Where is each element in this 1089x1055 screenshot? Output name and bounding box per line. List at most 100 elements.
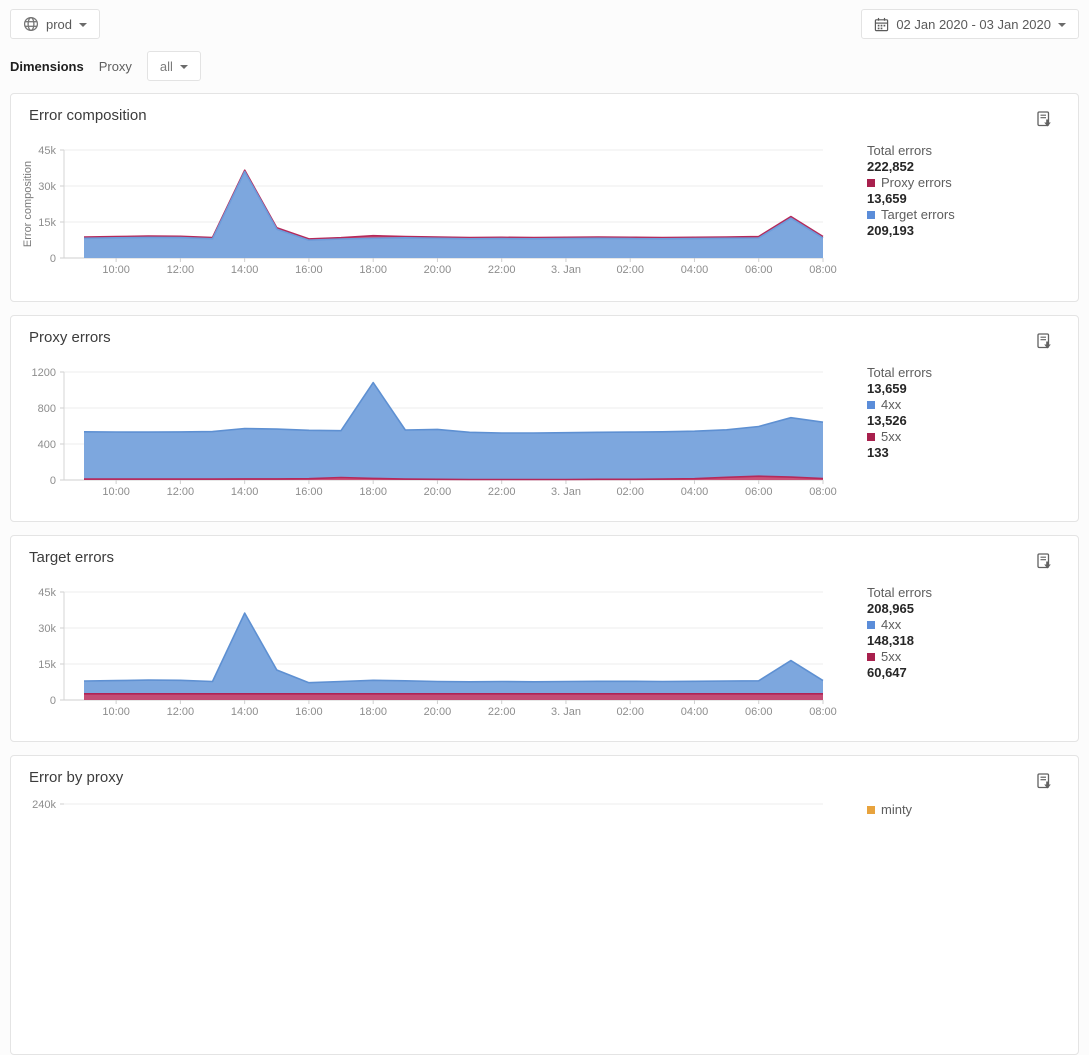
chevron-down-icon [1058, 22, 1066, 27]
svg-text:30k: 30k [38, 623, 56, 635]
proxy-filter-dropdown[interactable]: all [146, 51, 201, 81]
series-value: 209,193 [867, 223, 914, 238]
environment-selector[interactable]: prod [10, 9, 101, 39]
svg-text:240k: 240k [32, 799, 56, 811]
svg-text:22:00: 22:00 [488, 264, 516, 276]
series-swatch [867, 621, 875, 629]
series-label: 5xx [881, 649, 902, 664]
legend-item: 4xx [867, 617, 932, 633]
legend-item: 4xx [867, 397, 932, 413]
svg-text:18:00: 18:00 [359, 706, 387, 718]
svg-text:10:00: 10:00 [102, 264, 130, 276]
panel-title: Proxy errors [29, 329, 111, 346]
svg-text:20:00: 20:00 [424, 264, 452, 276]
series-label: Proxy errors [881, 175, 952, 190]
svg-text:Error composition: Error composition [22, 161, 34, 247]
proxy-errors-chart: 1200 800 400 0 10:00 12:00 14:00 16:00 18:00 20:0… [32, 367, 837, 498]
legend-item: minty [867, 802, 912, 818]
svg-text:18:00: 18:00 [359, 486, 387, 498]
series-value: 13,526 [867, 413, 907, 428]
svg-text:14:00: 14:00 [231, 264, 259, 276]
legend-item: Proxy errors [867, 175, 955, 191]
series-label: 4xx [881, 397, 902, 412]
series-value: 13,659 [867, 191, 907, 206]
svg-text:14:00: 14:00 [231, 486, 259, 498]
export-report-icon [1037, 333, 1051, 349]
legend-total-label: Total errors [867, 585, 933, 600]
svg-text:04:00: 04:00 [681, 486, 709, 498]
globe-icon [23, 16, 39, 32]
series-label: Target errors [881, 207, 955, 222]
svg-text:15k: 15k [38, 217, 56, 229]
svg-text:1200: 1200 [32, 367, 56, 379]
svg-text:02:00: 02:00 [616, 264, 644, 276]
svg-text:08:00: 08:00 [809, 706, 837, 718]
series-swatch [867, 653, 875, 661]
series-swatch [867, 806, 875, 814]
svg-text:16:00: 16:00 [295, 486, 323, 498]
svg-text:16:00: 16:00 [295, 264, 323, 276]
series-label: minty [881, 802, 913, 817]
legend-total-value: 208,965 [867, 601, 914, 616]
svg-text:02:00: 02:00 [616, 486, 644, 498]
error-composition-panel: Error composition 45k 30k 15k 0 10:00 12:00 14… [10, 93, 1079, 302]
series-swatch [867, 401, 875, 409]
legend-item: Target errors [867, 207, 955, 223]
svg-text:08:00: 08:00 [809, 486, 837, 498]
svg-text:08:00: 08:00 [809, 264, 837, 276]
svg-text:3. Jan: 3. Jan [551, 264, 581, 276]
svg-text:15k: 15k [38, 659, 56, 671]
svg-text:20:00: 20:00 [424, 706, 452, 718]
chart-legend: Total errors 222,852 Proxy errors 13,659… [867, 143, 955, 239]
svg-text:45k: 45k [38, 587, 56, 599]
panel-title: Target errors [29, 549, 115, 566]
svg-text:22:00: 22:00 [488, 486, 516, 498]
svg-text:18:00: 18:00 [359, 264, 387, 276]
error-composition-chart: 45k 30k 15k 0 10:00 12:00 14:00 16:00 18:00 20:00… [22, 145, 837, 276]
chevron-down-icon [179, 64, 188, 69]
date-range-selector[interactable]: 02 Jan 2020 - 03 Jan 2020 [861, 9, 1079, 39]
series-value: 133 [867, 445, 889, 460]
chevron-down-icon [79, 22, 88, 27]
series-label: 5xx [881, 429, 902, 444]
export-report-icon [1037, 553, 1051, 569]
target-errors-chart: 45k 30k 15k 0 10:00 12:00 14:00 16:00 18:00 20:00… [38, 587, 837, 718]
proxy-filter-value: all [159, 58, 173, 74]
legend-total-label: Total errors [867, 143, 933, 158]
legend-total-label: Total errors [867, 365, 933, 380]
svg-text:0: 0 [50, 253, 56, 265]
series-swatch [867, 179, 875, 187]
svg-text:20:00: 20:00 [424, 486, 452, 498]
svg-text:0: 0 [50, 475, 56, 487]
series-swatch [867, 433, 875, 441]
series-value: 60,647 [867, 665, 907, 680]
svg-text:02:00: 02:00 [616, 706, 644, 718]
target-errors-panel: Target errors 45k 30k 15k 0 10:00 12:00 14:00 1… [10, 535, 1079, 742]
export-report-button[interactable] [1036, 553, 1053, 573]
svg-text:12:00: 12:00 [167, 264, 195, 276]
panel-title: Error by proxy [29, 769, 124, 786]
svg-text:14:00: 14:00 [231, 706, 259, 718]
calendar-icon [875, 17, 889, 31]
export-report-button[interactable] [1036, 773, 1053, 793]
svg-text:45k: 45k [38, 145, 56, 157]
svg-text:06:00: 06:00 [745, 706, 773, 718]
svg-text:10:00: 10:00 [102, 486, 130, 498]
chart-legend: minty [867, 802, 912, 818]
legend-total-value: 13,659 [867, 381, 907, 396]
export-report-button[interactable] [1036, 333, 1053, 353]
svg-text:10:00: 10:00 [102, 706, 130, 718]
svg-text:400: 400 [38, 439, 56, 451]
proxy-dimension-label: Proxy [98, 58, 132, 74]
svg-text:0: 0 [50, 695, 56, 707]
chart-legend: Total errors 13,659 4xx 13,526 5xx 133 [867, 365, 932, 461]
legend-item: 5xx [867, 649, 932, 665]
svg-text:800: 800 [38, 403, 56, 415]
legend-total-value: 222,852 [867, 159, 914, 174]
environment-label: prod [46, 16, 73, 32]
dimensions-label: Dimensions [10, 58, 84, 74]
legend-item: 5xx [867, 429, 932, 445]
top-bar: prod 02 Jan 2020 - 03 Jan 2020 [0, 0, 1089, 48]
svg-text:12:00: 12:00 [167, 706, 195, 718]
export-report-button[interactable] [1036, 111, 1053, 131]
